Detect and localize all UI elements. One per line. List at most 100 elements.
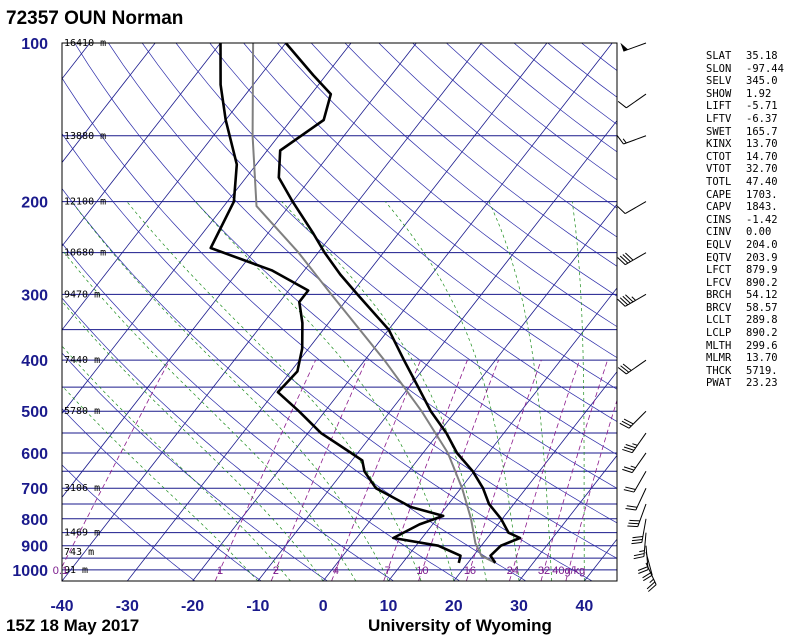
moist-adiabat: [62, 385, 259, 581]
wind-barb: [622, 432, 647, 454]
index-name: CTOT: [706, 150, 732, 163]
barb-half: [649, 578, 654, 584]
barb-full: [638, 569, 649, 574]
index-value: 0.00: [746, 226, 772, 239]
index-row: SWET 165.7: [706, 126, 784, 139]
index-row: CAPV 1843.: [706, 201, 784, 214]
height-label: 13880 m: [64, 131, 106, 142]
barb-full: [628, 522, 639, 525]
mixing-ratio-line: [418, 360, 499, 581]
mixing-ratio-label: 1: [217, 565, 223, 577]
height-label: 10680 m: [64, 248, 106, 259]
index-row: LCLT 289.8: [706, 314, 784, 327]
barb-full: [619, 422, 630, 429]
index-name: LIFT: [706, 100, 732, 113]
index-row: BRCH 54.12: [706, 289, 784, 302]
barb-full: [622, 254, 631, 263]
barb-staff: [631, 432, 647, 453]
dry-adiabat: [243, 43, 617, 359]
pressure-tick-label: 700: [21, 481, 48, 498]
index-value: 1843.: [746, 201, 778, 214]
wind-barb: [631, 518, 647, 545]
pressure-tick-label: 900: [21, 539, 48, 556]
index-row: EQLV 204.0: [706, 239, 784, 252]
isotherm-line: [62, 43, 287, 331]
barb-staff: [624, 252, 647, 266]
barb-half: [631, 296, 636, 301]
isotherm-line: [322, 203, 617, 581]
wind-barb: [617, 93, 647, 109]
profile-layer: [209, 43, 522, 564]
barb-full: [622, 468, 633, 474]
index-name: LFCT: [706, 264, 732, 277]
isotherm-line: [192, 43, 613, 581]
moist-adiabat: [195, 201, 455, 581]
index-row: CINV 0.00: [706, 226, 784, 239]
wind-barb: [617, 359, 647, 375]
wind-barb: [617, 293, 647, 307]
index-row: LCLP 890.2: [706, 327, 784, 340]
isotherm-line: [0, 43, 25, 581]
barb-full: [617, 298, 626, 307]
index-name: BRCH: [706, 289, 732, 302]
pressure-tick-label: 400: [21, 353, 48, 370]
index-name: CAPE: [706, 188, 732, 201]
plot-frame: [61, 42, 618, 582]
dry-adiabat: [74, 43, 617, 524]
index-row: SLON -97.44: [706, 63, 784, 76]
index-name: SWET: [706, 125, 732, 138]
dry-adiabat: [108, 43, 617, 489]
temperature-tick-label: -30: [116, 598, 139, 615]
index-name: PWAT: [706, 377, 732, 390]
height-label: 5780 m: [64, 406, 100, 417]
mixing-ratio-line: [466, 360, 542, 581]
moist-adiabat: [62, 300, 324, 581]
index-row: LFCT 879.9: [706, 264, 784, 277]
index-row: CINS -1.42: [706, 214, 784, 227]
mixing-ratio-label: 4: [333, 565, 339, 577]
barb-full: [623, 466, 635, 471]
index-row: VTOT 32.70: [706, 163, 784, 176]
barb-half: [630, 465, 636, 469]
temperature-tick-label: -10: [246, 598, 269, 615]
barb-full: [629, 519, 640, 522]
barb-full: [627, 525, 638, 528]
wind-barb: [645, 562, 657, 592]
barb-full: [621, 420, 632, 427]
mixing-ratio-label: 7: [385, 565, 391, 577]
barb-staff: [645, 551, 653, 576]
wind-barb: [622, 452, 647, 474]
barb-full: [631, 541, 642, 545]
moist-adiabat: [71, 201, 389, 581]
barb-staff: [635, 488, 647, 511]
wind-barb: [617, 252, 647, 266]
indices-panel: SLAT 35.18 SLON -97.44 SELV 345.0 SHOW 1.92 LIFT…: [706, 50, 784, 390]
index-name: SHOW: [706, 87, 732, 100]
index-row: LFTV -6.37: [706, 113, 784, 126]
wind-barb: [616, 135, 647, 145]
index-row: MLMR 13.70: [706, 352, 784, 365]
index-value: 1703.: [746, 188, 778, 201]
barb-full: [617, 257, 626, 266]
barb-staff: [623, 135, 647, 145]
barb-full: [625, 507, 636, 511]
barb-full: [637, 566, 649, 571]
mixing-ratio-line: [383, 360, 468, 581]
index-row: LFCV 890.2: [706, 277, 784, 290]
index-name: LCLP: [706, 327, 732, 340]
barb-full: [616, 135, 624, 145]
moist-adiabat: [385, 201, 520, 581]
moist-adiabat: [488, 201, 553, 581]
index-value: 289.8: [746, 314, 778, 327]
barb-full: [620, 365, 630, 373]
mixing-ratio-label: 40g/kg: [552, 565, 585, 577]
index-value: 23.23: [746, 377, 778, 390]
height-label: 9470 m: [64, 289, 100, 300]
barb-staff: [626, 93, 647, 109]
index-value: 47.40: [746, 175, 778, 188]
barb-staff: [633, 471, 647, 493]
barb-staff: [631, 452, 647, 473]
dry-adiabat: [175, 43, 617, 422]
moist-adiabat: [571, 201, 585, 581]
